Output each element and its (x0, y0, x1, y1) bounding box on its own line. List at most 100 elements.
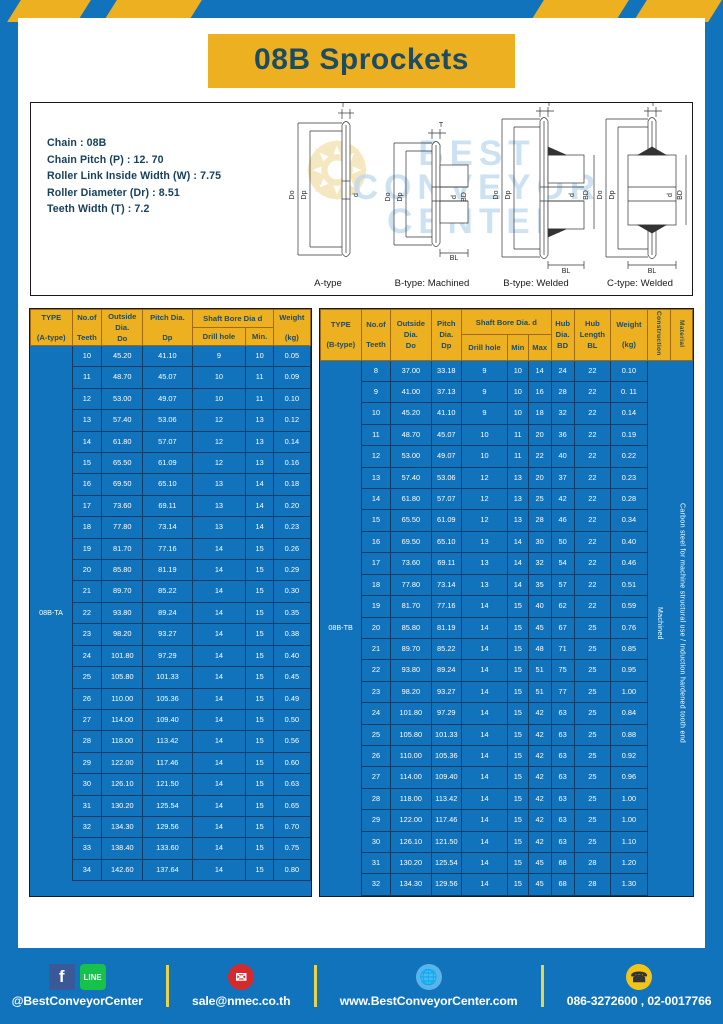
table-cell: 77.80 (390, 573, 432, 597)
table-cell: 69.11 (142, 494, 193, 518)
table-cell: 110.00 (390, 744, 432, 768)
table-cell: 15 (245, 708, 274, 732)
table-cell: 11 (360, 423, 392, 447)
table-cell: 63 (550, 723, 575, 746)
table-cell: 10 (506, 359, 529, 383)
th-teeth: No.of Teeth (360, 309, 392, 361)
table-cell: 11 (71, 366, 103, 389)
table-cell: 14 (506, 552, 529, 575)
table-cell: 12 (461, 466, 508, 490)
table-cell: 13 (191, 516, 247, 539)
footer-item-phone[interactable]: ☎ 086-3272600 , 02-0017766 (567, 964, 712, 1008)
spec-line-chain: Chain : 08B (47, 137, 107, 149)
table-cell: 13 (506, 509, 529, 532)
table-cell: 89.24 (430, 659, 463, 682)
table-cell: 14 (506, 530, 529, 554)
footer-item-website[interactable]: 🌐 www.BestConveyorCenter.com (340, 964, 518, 1008)
type-labels: A-type B-type: Machined B-type: Welded C… (276, 278, 692, 289)
table-row: 28 118.00 113.42 14 15 0.56 (31, 730, 311, 753)
table-cell: 10 (191, 387, 247, 411)
table-cell: 32 (527, 552, 552, 575)
footer-label-facebook: @BestConveyorCenter (11, 994, 143, 1008)
table-row: 19 81.70 77.16 14 15 0.26 (31, 537, 311, 561)
line-icon[interactable]: LINE (79, 964, 106, 990)
table-cell: 12 (191, 430, 247, 454)
table-cell: 29 (360, 809, 392, 832)
th-drill-hole: Drill hole (191, 327, 247, 346)
globe-icon[interactable]: 🌐 (415, 964, 442, 990)
cell-type-label: 08B-TA (30, 345, 73, 881)
table-cell: 12 (191, 409, 247, 432)
table-row: 18 77.80 73.14 13 14 0.23 (31, 516, 311, 539)
table-cell: 31 (71, 794, 103, 817)
table-cell: 41.10 (430, 402, 463, 425)
table-cell: 63 (550, 787, 575, 811)
table-cell: 33 (71, 837, 103, 860)
svg-text:d: d (451, 195, 458, 199)
table-cell: 14 (461, 873, 508, 896)
table-cell: 0.76 (610, 616, 648, 639)
table-cell: 14 (461, 637, 508, 661)
mail-icon[interactable]: ✉ (228, 964, 255, 990)
svg-text:Dp: Dp (301, 190, 308, 199)
table-cell: 22 (573, 445, 612, 468)
table-cell: 20 (527, 466, 552, 490)
table-row: 28 118.00 113.42 14 15 42 63 25 1.00 (320, 787, 692, 811)
table-cell: 63 (550, 766, 575, 789)
table-cell: 15 (245, 815, 274, 839)
table-cell: 130.20 (390, 851, 432, 875)
table-cell: 22 (573, 595, 612, 618)
table-cell: 122.00 (101, 751, 144, 775)
table-row: 18 77.80 73.14 13 14 35 57 22 0.51 (320, 573, 692, 597)
table-b-body: 08B-TB 8 37.00 33.18 9 10 14 24 22 0.10 Machined Ca… (320, 359, 693, 896)
table-cell: 25 (573, 766, 612, 789)
table-cell: 45 (527, 851, 552, 875)
table-cell: 48.70 (390, 423, 432, 447)
table-cell: 25 (527, 488, 552, 511)
table-cell: 73.60 (390, 552, 432, 575)
footer-item-facebook[interactable]: f LINE @BestConveyorCenter (12, 964, 143, 1008)
table-cell: 0.35 (272, 601, 311, 625)
table-cell: 118.00 (101, 730, 144, 753)
table-cell: 13 (461, 530, 508, 554)
table-cell: 28 (360, 787, 392, 811)
table-cell: 65.10 (430, 530, 463, 554)
table-cell: 11 (245, 387, 274, 411)
table-cell: 62 (550, 595, 575, 618)
table-cell: 30 (527, 530, 552, 554)
table-row: 13 57.40 53.06 12 13 0.12 (31, 409, 311, 432)
svg-text:BD: BD (461, 192, 468, 202)
table-cell: 9 (191, 344, 247, 368)
svg-text:BD: BD (677, 190, 684, 200)
th-weight: Weight (kg) (610, 309, 648, 361)
table-cell: 15 (245, 537, 274, 561)
table-cell: 117.46 (142, 751, 193, 775)
table-cell: 30 (71, 773, 103, 796)
table-header-row: TYPE (B-type) No.of Teeth Outside Dia. (319, 308, 694, 361)
table-cell: 114.00 (101, 708, 144, 732)
table-cell: 33.18 (430, 359, 463, 383)
table-cell: 129.56 (142, 815, 193, 839)
facebook-icon[interactable]: f (48, 964, 75, 990)
table-cell: 105.80 (390, 723, 432, 746)
table-row: 22 93.80 89.24 14 15 51 75 25 0.95 (320, 659, 692, 682)
table-b-type-container: TYPE (B-type) No.of Teeth Outside Dia. (318, 308, 694, 897)
table-cell: 14 (191, 601, 247, 625)
table-a-type-container: TYPE (A-type) No.of Teeth Outside Dia. (29, 308, 312, 897)
table-cell: 22 (573, 573, 612, 597)
table-cell: 17 (71, 494, 103, 518)
table-cell: 118.00 (390, 787, 432, 811)
th-hub-dia: Hub Dia. BD (550, 309, 575, 361)
footer-item-email[interactable]: ✉ sale@nmec.co.th (192, 964, 291, 1008)
phone-icon[interactable]: ☎ (626, 964, 653, 990)
table-cell: 137.64 (142, 858, 193, 882)
table-cell: 15 (506, 744, 529, 768)
table-cell: 10 (71, 344, 103, 368)
table-cell: 14 (245, 473, 274, 496)
table-row: 11 48.70 45.07 10 11 0.09 (31, 366, 311, 389)
table-cell: 15 (245, 730, 274, 753)
table-cell: 77.16 (430, 595, 463, 618)
footer-divider (165, 965, 169, 1007)
svg-text:T: T (341, 103, 346, 109)
table-row: 27 114.00 109.40 14 15 0.50 (31, 708, 311, 732)
